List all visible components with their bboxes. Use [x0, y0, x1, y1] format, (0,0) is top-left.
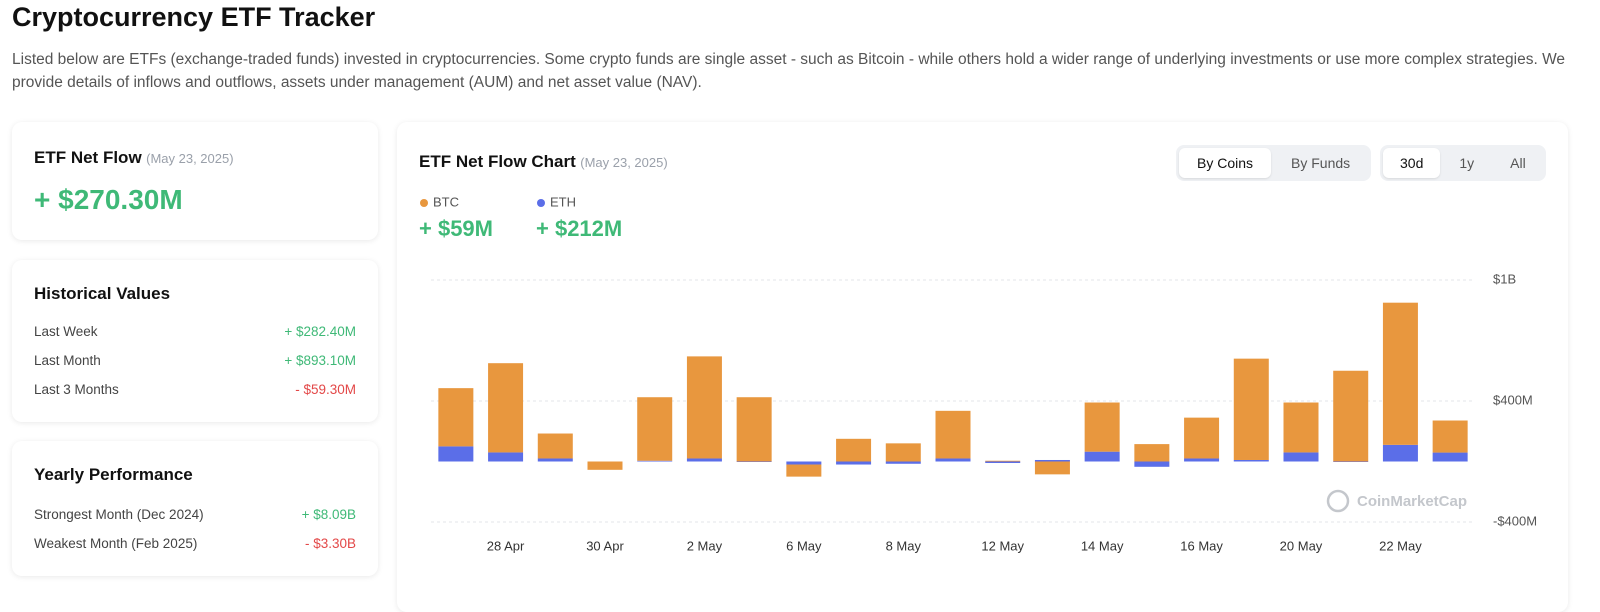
range-option[interactable]: 1y [1459, 155, 1475, 171]
x-tick-label: 6 May [786, 538, 822, 553]
bar-segment [1382, 444, 1418, 462]
coin-fund-toggle: By Coins By Funds [1176, 145, 1372, 181]
bar-segment [686, 356, 722, 459]
bar-segment [885, 443, 921, 462]
watermark: CoinMarketCap [1357, 493, 1467, 510]
bar-segment [1034, 459, 1070, 462]
chart-panel: ETF Net Flow Chart (May 23, 2025) By Coi… [397, 122, 1568, 612]
bar-segment [1333, 461, 1369, 462]
net-flow-value: + $270.30M [34, 184, 183, 215]
bar-segment [1184, 417, 1220, 459]
bar-segment [1233, 459, 1269, 462]
x-tick-label: 22 May [1379, 538, 1422, 553]
bar-segment [587, 461, 623, 470]
stat-value: + $282.40M [284, 324, 356, 339]
legend-label: ETH [550, 194, 576, 209]
x-tick-label: 12 May [981, 538, 1024, 553]
bar-segment [736, 461, 772, 462]
bar-segment [1184, 458, 1220, 462]
bar-segment [935, 410, 971, 459]
bar-segment [1283, 402, 1319, 453]
bar-segment [1084, 402, 1120, 452]
stat-row: Strongest Month (Dec 2024) + $8.09B [34, 507, 356, 522]
stat-value: - $3.30B [304, 536, 356, 551]
page: Cryptocurrency ETF Tracker Listed below … [12, 2, 1566, 576]
stat-label: Last Month [34, 353, 101, 368]
watermark-icon [1326, 489, 1350, 513]
bar-segment [985, 460, 1021, 462]
y-tick-label: $400M [1493, 392, 1533, 407]
card-title: Historical Values [34, 284, 171, 303]
yearly-card: Yearly Performance Strongest Month (Dec … [12, 441, 378, 576]
stat-label: Strongest Month (Dec 2024) [34, 507, 204, 522]
stat-value: + $8.09B [301, 507, 356, 522]
bar-segment [537, 433, 573, 459]
range-option[interactable]: 30d [1383, 148, 1441, 178]
bar-segment [1283, 452, 1319, 462]
x-tick-label: 8 May [886, 538, 922, 553]
bar-segment [1333, 370, 1369, 462]
bar-segment [637, 460, 673, 462]
range-toggle: 30d 1y All [1380, 145, 1546, 181]
bar-segment [935, 458, 971, 462]
legend-label: BTC [433, 194, 459, 209]
stat-row: Last 3 Months - $59.30M [34, 382, 356, 397]
stat-value: - $59.30M [295, 382, 356, 397]
bar-segment [1134, 461, 1170, 467]
bar-segment [537, 458, 573, 462]
net-flow-card: ETF Net Flow (May 23, 2025) + $270.30M [12, 122, 378, 240]
range-option[interactable]: All [1510, 155, 1526, 171]
page-title: Cryptocurrency ETF Tracker [12, 2, 376, 32]
legend-total: + $59M [419, 216, 493, 241]
bar-segment [786, 461, 822, 465]
legend-swatch [537, 199, 545, 207]
x-tick-label: 2 May [687, 538, 723, 553]
bar-segment [786, 464, 822, 477]
bar-segment [488, 363, 524, 453]
bar-segment [438, 388, 474, 447]
stat-label: Last Week [34, 324, 98, 339]
stat-label: Weakest Month (Feb 2025) [34, 536, 198, 551]
bar-segment [1034, 461, 1070, 475]
bar-segment [1382, 302, 1418, 445]
bar-segment [1432, 452, 1468, 462]
legend-total: + $212M [536, 216, 622, 241]
stat-label: Last 3 Months [34, 382, 119, 397]
bar-segment [637, 397, 673, 461]
x-tick-label: 16 May [1180, 538, 1223, 553]
toggle-option[interactable]: By Coins [1179, 148, 1272, 178]
bar-segment [1233, 358, 1269, 460]
stat-row: Last Month + $893.10M [34, 353, 356, 368]
card-date: (May 23, 2025) [146, 151, 234, 166]
x-tick-label: 30 Apr [586, 538, 624, 553]
bar-segment [836, 461, 872, 465]
card-title: Yearly Performance [34, 465, 193, 484]
stat-row: Last Week + $282.40M [34, 324, 356, 339]
bar-segment [736, 397, 772, 462]
stat-value: + $893.10M [284, 353, 356, 368]
bar-segment [836, 438, 872, 462]
y-tick-label: -$400M [1493, 513, 1537, 528]
chart-title: ETF Net Flow Chart [419, 152, 576, 171]
x-tick-label: 14 May [1081, 538, 1124, 553]
description: Listed below are ETFs (exchange-traded f… [12, 51, 1566, 91]
x-tick-label: 28 Apr [487, 538, 525, 553]
bar-segment [1134, 444, 1170, 462]
bar-segment [885, 461, 921, 464]
toggle-option[interactable]: By Funds [1291, 155, 1351, 171]
bar-segment [686, 458, 722, 462]
legend-swatch [420, 199, 428, 207]
stat-row: Weakest Month (Feb 2025) - $3.30B [34, 536, 356, 551]
historical-card: Historical Values Last Week + $282.40M Las… [12, 260, 378, 422]
bar-segment [985, 461, 1021, 464]
bar-segment [488, 452, 524, 462]
card-title: ETF Net Flow [34, 148, 142, 167]
chart-date: (May 23, 2025) [580, 155, 668, 170]
bar-segment [438, 446, 474, 462]
bar-segment [1084, 451, 1120, 462]
y-tick-label: $1B [1493, 271, 1516, 286]
x-tick-label: 20 May [1280, 538, 1323, 553]
chart: BTC + $59M ETH + $212M $1B $400M -$400M 28 Apr 3… [419, 194, 1537, 553]
bar-segment [1432, 420, 1468, 453]
